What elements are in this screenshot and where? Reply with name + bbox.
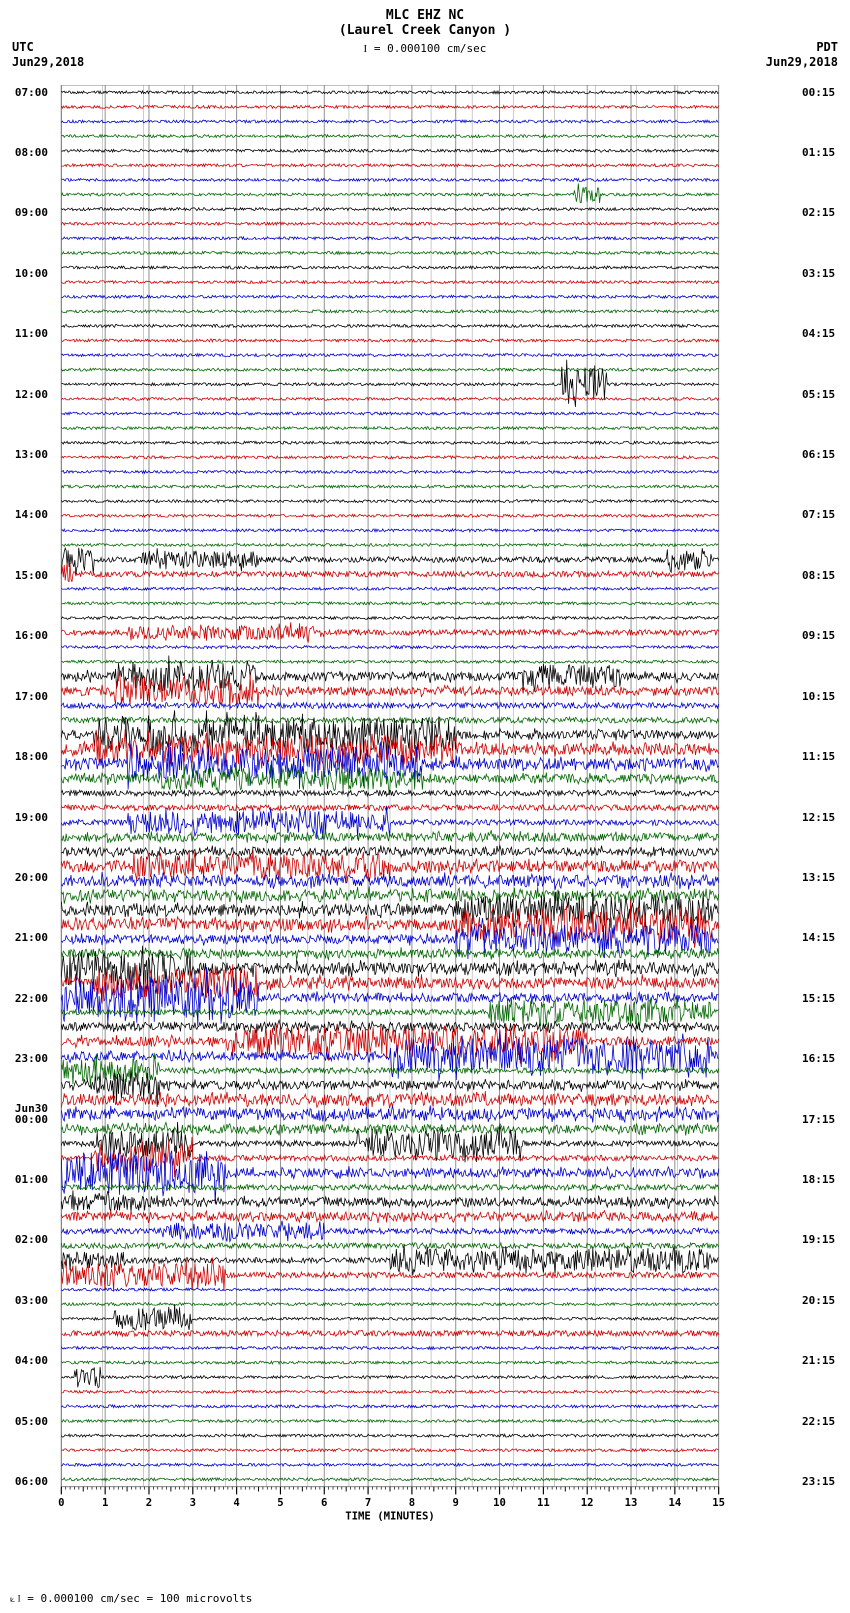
pdt-hour-label: 18:15 bbox=[802, 1174, 850, 1185]
utc-hour-label: 19:00 bbox=[0, 812, 48, 823]
utc-hour-label: 03:00 bbox=[0, 1295, 48, 1306]
pdt-hour-label: 12:15 bbox=[802, 812, 850, 823]
utc-hour-label: 06:00 bbox=[0, 1476, 48, 1487]
utc-hour-label: 20:00 bbox=[0, 872, 48, 883]
date-right: Jun29,2018 bbox=[766, 55, 838, 69]
svg-text:14: 14 bbox=[668, 1496, 681, 1509]
svg-text:15: 15 bbox=[712, 1496, 725, 1509]
pdt-hour-label: 13:15 bbox=[802, 872, 850, 883]
svg-text:7: 7 bbox=[365, 1496, 371, 1509]
pdt-hour-label: 14:15 bbox=[802, 932, 850, 943]
pdt-hour-label: 19:15 bbox=[802, 1234, 850, 1245]
utc-hour-label: 01:00 bbox=[0, 1174, 48, 1185]
utc-hour-label: 23:00 bbox=[0, 1053, 48, 1064]
utc-hour-label: 11:00 bbox=[0, 328, 48, 339]
pdt-hour-label: 23:15 bbox=[802, 1476, 850, 1487]
pdt-hour-label: 10:15 bbox=[802, 691, 850, 702]
pdt-hour-label: 06:15 bbox=[802, 449, 850, 460]
utc-hour-label: 12:00 bbox=[0, 389, 48, 400]
pdt-hour-label: 00:15 bbox=[802, 87, 850, 98]
svg-text:TIME (MINUTES): TIME (MINUTES) bbox=[345, 1510, 435, 1523]
utc-hour-label: 17:00 bbox=[0, 691, 48, 702]
pdt-hour-labels: 00:15 01:15 02:15 03:15 04:15 05:15 06:15 07:15… bbox=[800, 85, 850, 1535]
utc-hour-label: 09:00 bbox=[0, 207, 48, 218]
utc-hour-label: 22:00 bbox=[0, 993, 48, 1004]
pdt-hour-label: 22:15 bbox=[802, 1416, 850, 1427]
utc-hour-label: 16:00 bbox=[0, 630, 48, 641]
svg-text:10: 10 bbox=[493, 1496, 506, 1509]
svg-text:4: 4 bbox=[233, 1496, 239, 1509]
pdt-hour-label: 01:15 bbox=[802, 147, 850, 158]
svg-text:1: 1 bbox=[102, 1496, 108, 1509]
pdt-hour-label: 04:15 bbox=[802, 328, 850, 339]
utc-hour-label: 10:00 bbox=[0, 268, 48, 279]
header: MLC EHZ NC (Laurel Creek Canyon ) I = 0.… bbox=[0, 8, 850, 55]
svg-text:6: 6 bbox=[321, 1496, 327, 1509]
utc-hour-label: 21:00 bbox=[0, 932, 48, 943]
pdt-hour-label: 20:15 bbox=[802, 1295, 850, 1306]
station-code: MLC EHZ NC bbox=[0, 8, 850, 23]
utc-hour-label: 05:00 bbox=[0, 1416, 48, 1427]
date-left: Jun29,2018 bbox=[12, 55, 84, 69]
svg-text:9: 9 bbox=[453, 1496, 459, 1509]
pdt-hour-label: 11:15 bbox=[802, 751, 850, 762]
utc-hour-label: 08:00 bbox=[0, 147, 48, 158]
svg-text:3: 3 bbox=[190, 1496, 196, 1509]
utc-hour-label: 07:00 bbox=[0, 87, 48, 98]
utc-hour-label: 14:00 bbox=[0, 509, 48, 520]
pdt-hour-label: 05:15 bbox=[802, 389, 850, 400]
svg-text:8: 8 bbox=[409, 1496, 415, 1509]
pdt-hour-label: 16:15 bbox=[802, 1053, 850, 1064]
svg-text:13: 13 bbox=[625, 1496, 638, 1509]
svg-text:11: 11 bbox=[537, 1496, 550, 1509]
utc-hour-label: 18:00 bbox=[0, 751, 48, 762]
timezone-left: UTC bbox=[12, 40, 34, 54]
pdt-hour-label: 02:15 bbox=[802, 207, 850, 218]
utc-hour-label: Jun3000:00 bbox=[0, 1103, 48, 1125]
utc-hour-label: 02:00 bbox=[0, 1234, 48, 1245]
svg-text:5: 5 bbox=[277, 1496, 283, 1509]
scale-indicator: I = 0.000100 cm/sec bbox=[0, 42, 850, 55]
pdt-hour-label: 15:15 bbox=[802, 993, 850, 1004]
pdt-hour-label: 21:15 bbox=[802, 1355, 850, 1366]
utc-hour-label: 04:00 bbox=[0, 1355, 48, 1366]
footer-scale: ⟀ I = 0.000100 cm/sec = 100 microvolts bbox=[10, 1592, 252, 1605]
pdt-hour-label: 03:15 bbox=[802, 268, 850, 279]
pdt-hour-label: 09:15 bbox=[802, 630, 850, 641]
pdt-hour-label: 17:15 bbox=[802, 1114, 850, 1125]
utc-hour-label: 13:00 bbox=[0, 449, 48, 460]
utc-hour-labels: 07:00 08:00 09:00 10:00 11:00 12:00 13:00 14:00… bbox=[0, 85, 50, 1535]
svg-text:0: 0 bbox=[58, 1496, 64, 1509]
svg-text:2: 2 bbox=[146, 1496, 152, 1509]
pdt-hour-label: 08:15 bbox=[802, 570, 850, 581]
seismogram-plot: 0123456789101112131415TIME (MINUTES) bbox=[50, 85, 730, 1535]
seismogram-container: MLC EHZ NC (Laurel Creek Canyon ) I = 0.… bbox=[0, 0, 850, 1613]
timezone-right: PDT bbox=[816, 40, 838, 54]
pdt-hour-label: 07:15 bbox=[802, 509, 850, 520]
svg-text:12: 12 bbox=[581, 1496, 594, 1509]
station-name: (Laurel Creek Canyon ) bbox=[0, 23, 850, 38]
utc-hour-label: 15:00 bbox=[0, 570, 48, 581]
